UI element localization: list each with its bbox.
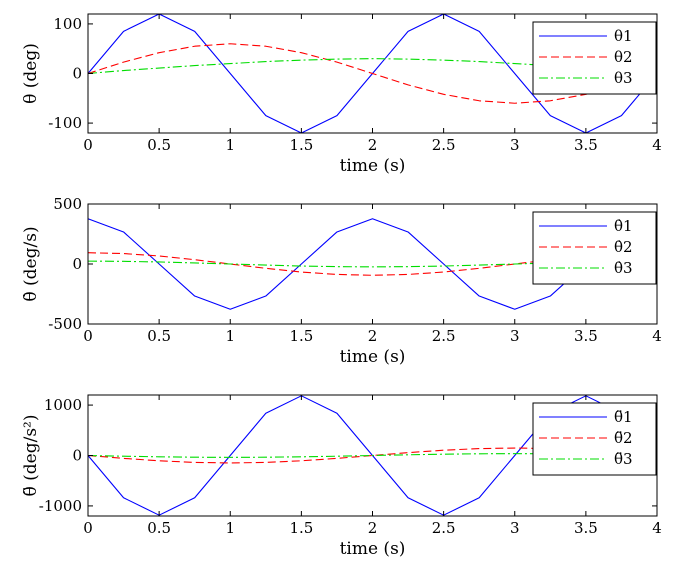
legend: θ1 θ2 θ3 [532,21,657,95]
legend-box [532,21,657,95]
series-line-1 [87,218,658,310]
x-tick-label: 2 [368,136,378,154]
x-tick-label: 1.5 [289,136,313,154]
x-axis-label: time (s) [340,539,406,559]
legend-box [532,211,657,285]
legend-label-3: θ̇3 [614,259,633,277]
x-tick-label: 4 [652,519,662,537]
x-tick-label: 3.5 [574,519,598,537]
y-axis-label: θ (deg) [21,43,41,104]
y-tick-label: -500 [48,315,82,333]
legend-label-2: θ̇2 [614,238,633,256]
legend-label-3: θ̈3 [614,450,633,468]
y-tick-label: 0 [72,255,82,273]
legend-box [532,402,657,476]
y-tick-label: 0 [72,447,82,465]
y-tick-label: -100 [48,114,82,132]
legend-label-1: θ̈1 [614,408,633,426]
legend-label-1: θ1 [614,27,633,45]
x-tick-label: 3 [510,136,520,154]
x-tick-label: 2.5 [432,136,456,154]
x-tick-label: 0 [83,519,93,537]
x-tick-label: 2 [368,327,378,345]
x-tick-label: 3 [510,519,520,537]
x-tick-label: 0.5 [147,519,171,537]
x-tick-label: 1.5 [289,519,313,537]
x-tick-label: 0.5 [147,136,171,154]
legend-label-2: θ̈2 [614,429,633,447]
legend-label-2: θ2 [614,48,633,66]
y-tick-label: -1000 [39,497,82,515]
legend: θ̈1 θ̈2 θ̈3 [532,402,657,476]
x-tick-label: 1.5 [289,327,313,345]
legend-label-1: θ̇1 [614,217,633,235]
x-tick-label: 4 [652,327,662,345]
x-axis-label: time (s) [340,347,406,367]
series-line-3 [87,453,658,458]
y-tick-label: 0 [72,65,82,83]
legend-label-3: θ3 [614,69,633,87]
x-axis-label: time (s) [340,156,406,176]
x-tick-label: 2.5 [432,327,456,345]
series-line-2 [87,43,658,104]
x-tick-label: 2 [368,519,378,537]
y-tick-label: 500 [53,195,82,213]
y-tick-label: 100 [53,15,82,33]
x-tick-label: 0 [83,327,93,345]
x-tick-label: 3 [510,327,520,345]
x-tick-label: 3.5 [574,136,598,154]
x-tick-label: 1 [225,327,235,345]
series-group [87,218,658,310]
x-tick-label: 4 [652,136,662,154]
series-line-3 [87,260,658,268]
legend: θ̇1 θ̇2 θ̇3 [532,211,657,285]
y-tick-label: 1000 [44,396,82,414]
x-tick-label: 1 [225,136,235,154]
x-tick-label: 2.5 [432,519,456,537]
x-tick-label: 0 [83,136,93,154]
y-axis-label: θ̇ (deg/s) [21,226,41,301]
y-axis-label: θ̈ (deg/s²) [21,415,41,497]
x-tick-label: 0.5 [147,327,171,345]
series-group [87,13,658,134]
x-tick-label: 3.5 [574,327,598,345]
x-tick-label: 1 [225,519,235,537]
series-line-3 [87,58,658,75]
